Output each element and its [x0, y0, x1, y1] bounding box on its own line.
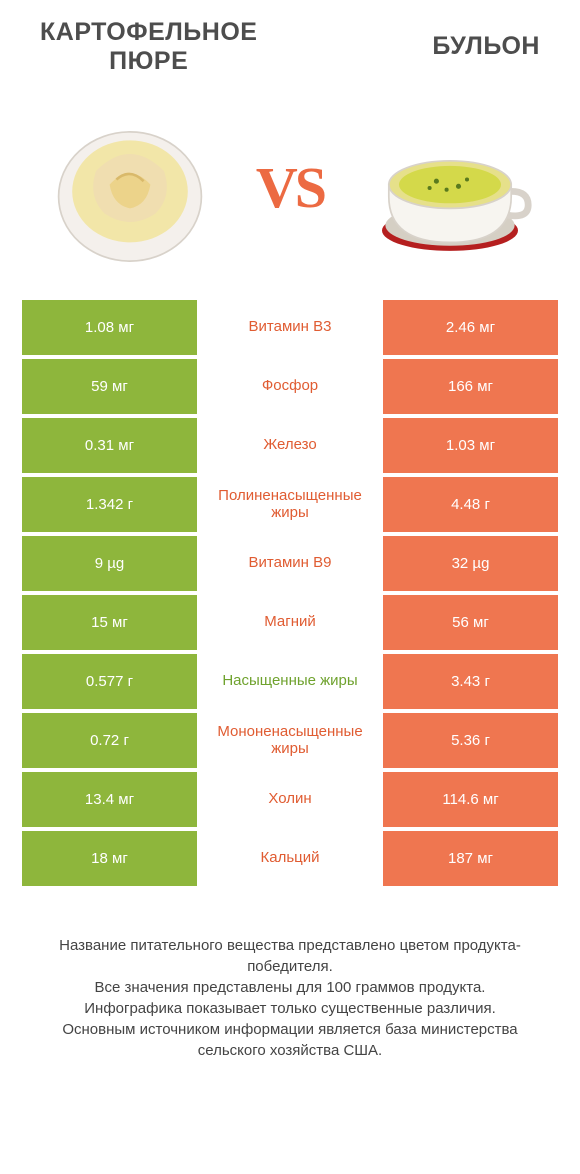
left-value: 0.577 г: [22, 654, 197, 709]
right-food-title: БУЛЬОН: [432, 32, 540, 61]
right-value: 1.03 мг: [383, 418, 558, 473]
right-value: 3.43 г: [383, 654, 558, 709]
vs-label: VS: [256, 154, 324, 221]
nutrient-name: Фосфор: [197, 359, 383, 414]
right-value: 5.36 г: [383, 713, 558, 768]
right-value: 32 µg: [383, 536, 558, 591]
nutrition-row: 1.08 мгВитамин B32.46 мг: [22, 300, 558, 355]
left-value: 59 мг: [22, 359, 197, 414]
nutrition-row: 9 µgВитамин B932 µg: [22, 536, 558, 591]
nutrient-name: Полиненасыщенные жиры: [197, 477, 383, 532]
right-value: 166 мг: [383, 359, 558, 414]
footer-note: Название питательного вещества представл…: [0, 890, 580, 1061]
left-value: 13.4 мг: [22, 772, 197, 827]
right-value: 114.6 мг: [383, 772, 558, 827]
nutrient-name: Железо: [197, 418, 383, 473]
nutrient-name: Насыщенные жиры: [197, 654, 383, 709]
nutrient-name: Витамин B3: [197, 300, 383, 355]
nutrient-name: Витамин B9: [197, 536, 383, 591]
right-value: 56 мг: [383, 595, 558, 650]
nutrient-name: Магний: [197, 595, 383, 650]
right-value: 2.46 мг: [383, 300, 558, 355]
nutrition-row: 18 мгКальций187 мг: [22, 831, 558, 886]
left-food-image: [40, 98, 220, 278]
nutrition-row: 0.72 гМононенасыщенные жиры5.36 г: [22, 713, 558, 768]
left-value: 1.08 мг: [22, 300, 197, 355]
mashed-potato-icon: [45, 103, 215, 273]
header: КАРТОФЕЛЬНОЕПЮРЕ БУЛЬОН: [0, 0, 580, 86]
left-value: 0.72 г: [22, 713, 197, 768]
left-value: 1.342 г: [22, 477, 197, 532]
broth-icon: [365, 103, 535, 273]
nutrient-name: Кальций: [197, 831, 383, 886]
nutrition-row: 15 мгМагний56 мг: [22, 595, 558, 650]
right-value: 187 мг: [383, 831, 558, 886]
nutrient-name: Холин: [197, 772, 383, 827]
nutrition-row: 0.31 мгЖелезо1.03 мг: [22, 418, 558, 473]
nutrition-row: 1.342 гПолиненасыщенные жиры4.48 г: [22, 477, 558, 532]
nutrition-row: 59 мгФосфор166 мг: [22, 359, 558, 414]
images-row: VS: [0, 86, 580, 300]
nutrition-row: 0.577 гНасыщенные жиры3.43 г: [22, 654, 558, 709]
right-food-image: [360, 98, 540, 278]
left-value: 15 мг: [22, 595, 197, 650]
nutrition-table: 1.08 мгВитамин B32.46 мг59 мгФосфор166 м…: [0, 300, 580, 886]
left-value: 0.31 мг: [22, 418, 197, 473]
right-value: 4.48 г: [383, 477, 558, 532]
left-value: 18 мг: [22, 831, 197, 886]
nutrition-row: 13.4 мгХолин114.6 мг: [22, 772, 558, 827]
nutrient-name: Мононенасыщенные жиры: [197, 713, 383, 768]
left-food-title: КАРТОФЕЛЬНОЕПЮРЕ: [40, 18, 257, 76]
left-value: 9 µg: [22, 536, 197, 591]
